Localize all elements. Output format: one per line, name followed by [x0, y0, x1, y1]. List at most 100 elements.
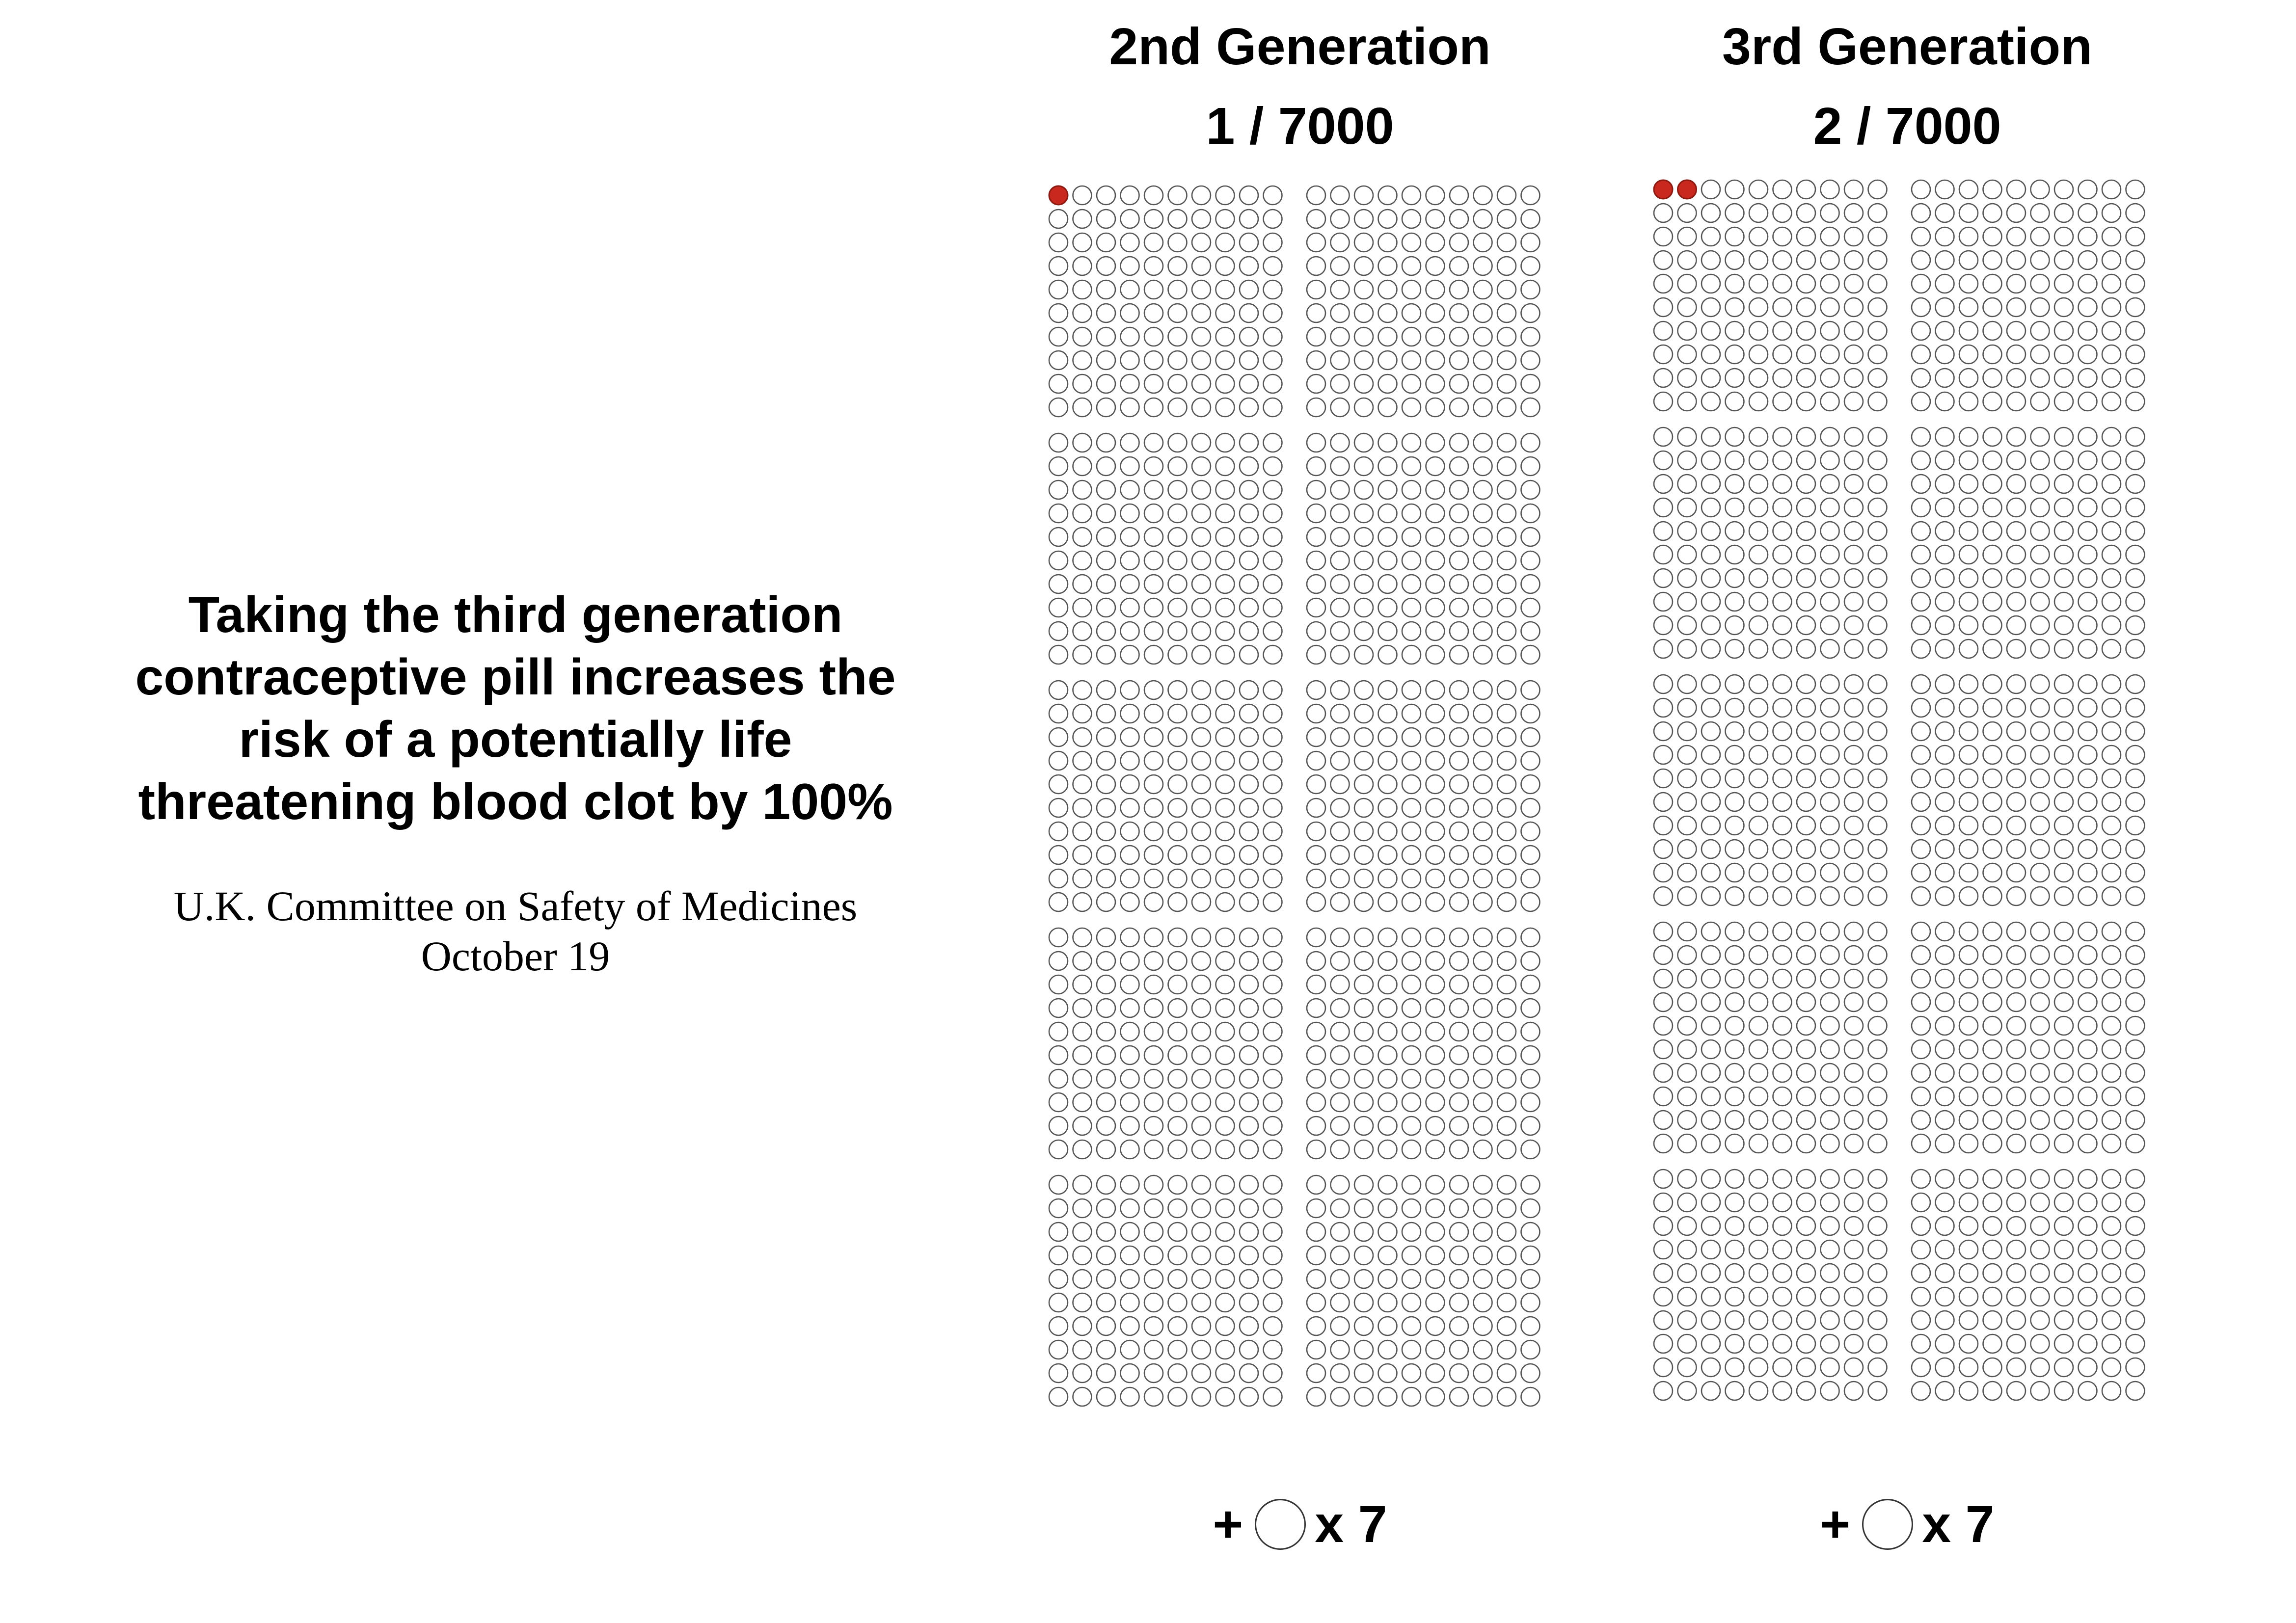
person-icon	[1473, 951, 1493, 971]
person-icon	[1401, 845, 1422, 865]
person-icon	[2006, 273, 2026, 294]
person-icon	[1796, 203, 1816, 223]
person-icon	[1653, 391, 1674, 412]
person-icon	[1191, 503, 1212, 524]
person-icon	[2125, 674, 2145, 694]
person-icon	[1772, 1133, 1792, 1154]
person-icon	[1748, 1239, 1769, 1260]
person-icon	[1958, 450, 1979, 471]
person-icon	[1167, 868, 1188, 889]
person-icon	[1496, 185, 1517, 206]
person-icon	[1378, 479, 1398, 500]
person-icon	[1473, 1092, 1493, 1113]
person-icon	[1425, 1021, 1445, 1042]
person-icon	[1473, 373, 1493, 394]
person-icon	[1263, 927, 1283, 948]
person-icon	[1401, 727, 1422, 747]
person-icon	[1911, 521, 1931, 541]
person-icon	[1677, 203, 1697, 223]
person-icon	[1473, 550, 1493, 571]
person-icon	[1772, 886, 1792, 906]
person-icon	[1796, 497, 1816, 518]
person-icon	[2053, 250, 2074, 270]
person-icon	[1748, 1286, 1769, 1307]
person-icon	[2125, 639, 2145, 659]
person-icon	[2006, 1192, 2026, 1213]
person-icon	[2125, 945, 2145, 965]
person-icon	[2006, 815, 2026, 836]
person-icon	[1378, 1092, 1398, 1113]
person-icon	[2101, 1286, 2122, 1307]
person-icon	[1378, 974, 1398, 995]
person-icon	[1653, 250, 1674, 270]
person-icon	[1677, 1381, 1697, 1401]
person-icon	[1520, 527, 1540, 547]
person-icon	[1191, 1045, 1212, 1065]
person-icon	[1473, 727, 1493, 747]
person-icon	[1425, 750, 1445, 771]
person-icon	[1096, 644, 1116, 665]
multiplier-label: x 7	[1922, 1495, 1995, 1553]
person-icon	[2101, 1310, 2122, 1330]
person-icon	[1748, 721, 1769, 742]
person-icon	[1820, 992, 1840, 1012]
person-icon	[1653, 745, 1674, 765]
person-icon	[1449, 350, 1469, 371]
person-icon	[1072, 1068, 1092, 1089]
person-icon	[1096, 1068, 1116, 1089]
person-icon	[1520, 232, 1540, 253]
person-icon	[1772, 839, 1792, 859]
person-icon	[2030, 179, 2050, 200]
person-icon	[2101, 945, 2122, 965]
person-icon	[1982, 1310, 2002, 1330]
person-icon	[1911, 226, 1931, 247]
person-icon	[1935, 497, 1955, 518]
person-icon	[1958, 273, 1979, 294]
person-icon	[1449, 209, 1469, 229]
person-icon	[1867, 1086, 1888, 1107]
person-icon	[1167, 927, 1188, 948]
person-icon	[1982, 615, 2002, 636]
person-icon	[1935, 521, 1955, 541]
person-icon	[2030, 839, 2050, 859]
person-icon	[1120, 256, 1140, 276]
person-icon	[1263, 750, 1283, 771]
person-icon	[1120, 1139, 1140, 1160]
person-icon	[1473, 1292, 1493, 1313]
person-icon	[1143, 479, 1164, 500]
person-icon	[2006, 1263, 2026, 1283]
person-icon	[1520, 727, 1540, 747]
person-icon	[1072, 527, 1092, 547]
person-icon	[1096, 798, 1116, 818]
person-icon	[2125, 1333, 2145, 1354]
person-icon	[1843, 1063, 1864, 1083]
person-icon	[1796, 1333, 1816, 1354]
person-icon	[1653, 1310, 1674, 1330]
person-icon	[1401, 1292, 1422, 1313]
person-icon	[1772, 591, 1792, 612]
circle-icon	[1255, 1499, 1306, 1550]
person-icon	[1958, 886, 1979, 906]
person-icon	[1048, 1269, 1069, 1289]
person-icon	[1048, 527, 1069, 547]
person-icon	[1239, 750, 1259, 771]
person-icon	[1306, 1092, 1326, 1113]
person-icon	[1653, 1039, 1674, 1060]
person-icon	[1843, 768, 1864, 789]
person-icon	[1653, 1192, 1674, 1213]
person-icon	[1958, 1015, 1979, 1036]
person-icon	[1725, 721, 1745, 742]
person-icon	[1048, 373, 1069, 394]
person-icon	[1701, 721, 1721, 742]
person-icon	[1449, 1116, 1469, 1136]
person-icon	[1653, 226, 1674, 247]
person-icon	[1473, 326, 1493, 347]
person-icon	[1330, 597, 1350, 618]
highlighted-person-icon	[1048, 185, 1069, 206]
person-icon	[2053, 745, 2074, 765]
person-icon	[1096, 1116, 1116, 1136]
person-icon	[1496, 1045, 1517, 1065]
person-icon	[1473, 845, 1493, 865]
person-icon	[1653, 992, 1674, 1012]
person-icon	[1796, 886, 1816, 906]
